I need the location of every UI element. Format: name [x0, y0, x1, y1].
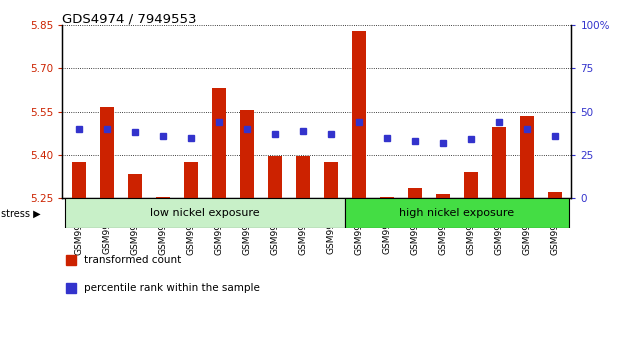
- Text: GDS4974 / 7949553: GDS4974 / 7949553: [62, 12, 197, 25]
- Bar: [351, 30, 366, 198]
- Bar: [296, 156, 310, 198]
- Bar: [72, 162, 86, 198]
- Bar: [212, 88, 226, 198]
- Bar: [492, 127, 505, 198]
- Bar: [324, 162, 338, 198]
- Bar: [268, 156, 282, 198]
- Bar: [184, 162, 198, 198]
- Text: low nickel exposure: low nickel exposure: [150, 208, 260, 218]
- Bar: [407, 188, 422, 198]
- Bar: [240, 110, 254, 198]
- Text: percentile rank within the sample: percentile rank within the sample: [84, 283, 260, 293]
- Bar: [128, 174, 142, 198]
- Bar: [379, 197, 394, 198]
- Text: transformed count: transformed count: [84, 255, 181, 266]
- Bar: [345, 198, 568, 228]
- Bar: [464, 172, 478, 198]
- Bar: [65, 198, 345, 228]
- Bar: [548, 193, 561, 198]
- Text: stress ▶: stress ▶: [1, 208, 40, 218]
- Text: high nickel exposure: high nickel exposure: [399, 208, 514, 218]
- Bar: [435, 194, 450, 198]
- Bar: [156, 197, 170, 198]
- Bar: [100, 107, 114, 198]
- Bar: [520, 116, 533, 198]
